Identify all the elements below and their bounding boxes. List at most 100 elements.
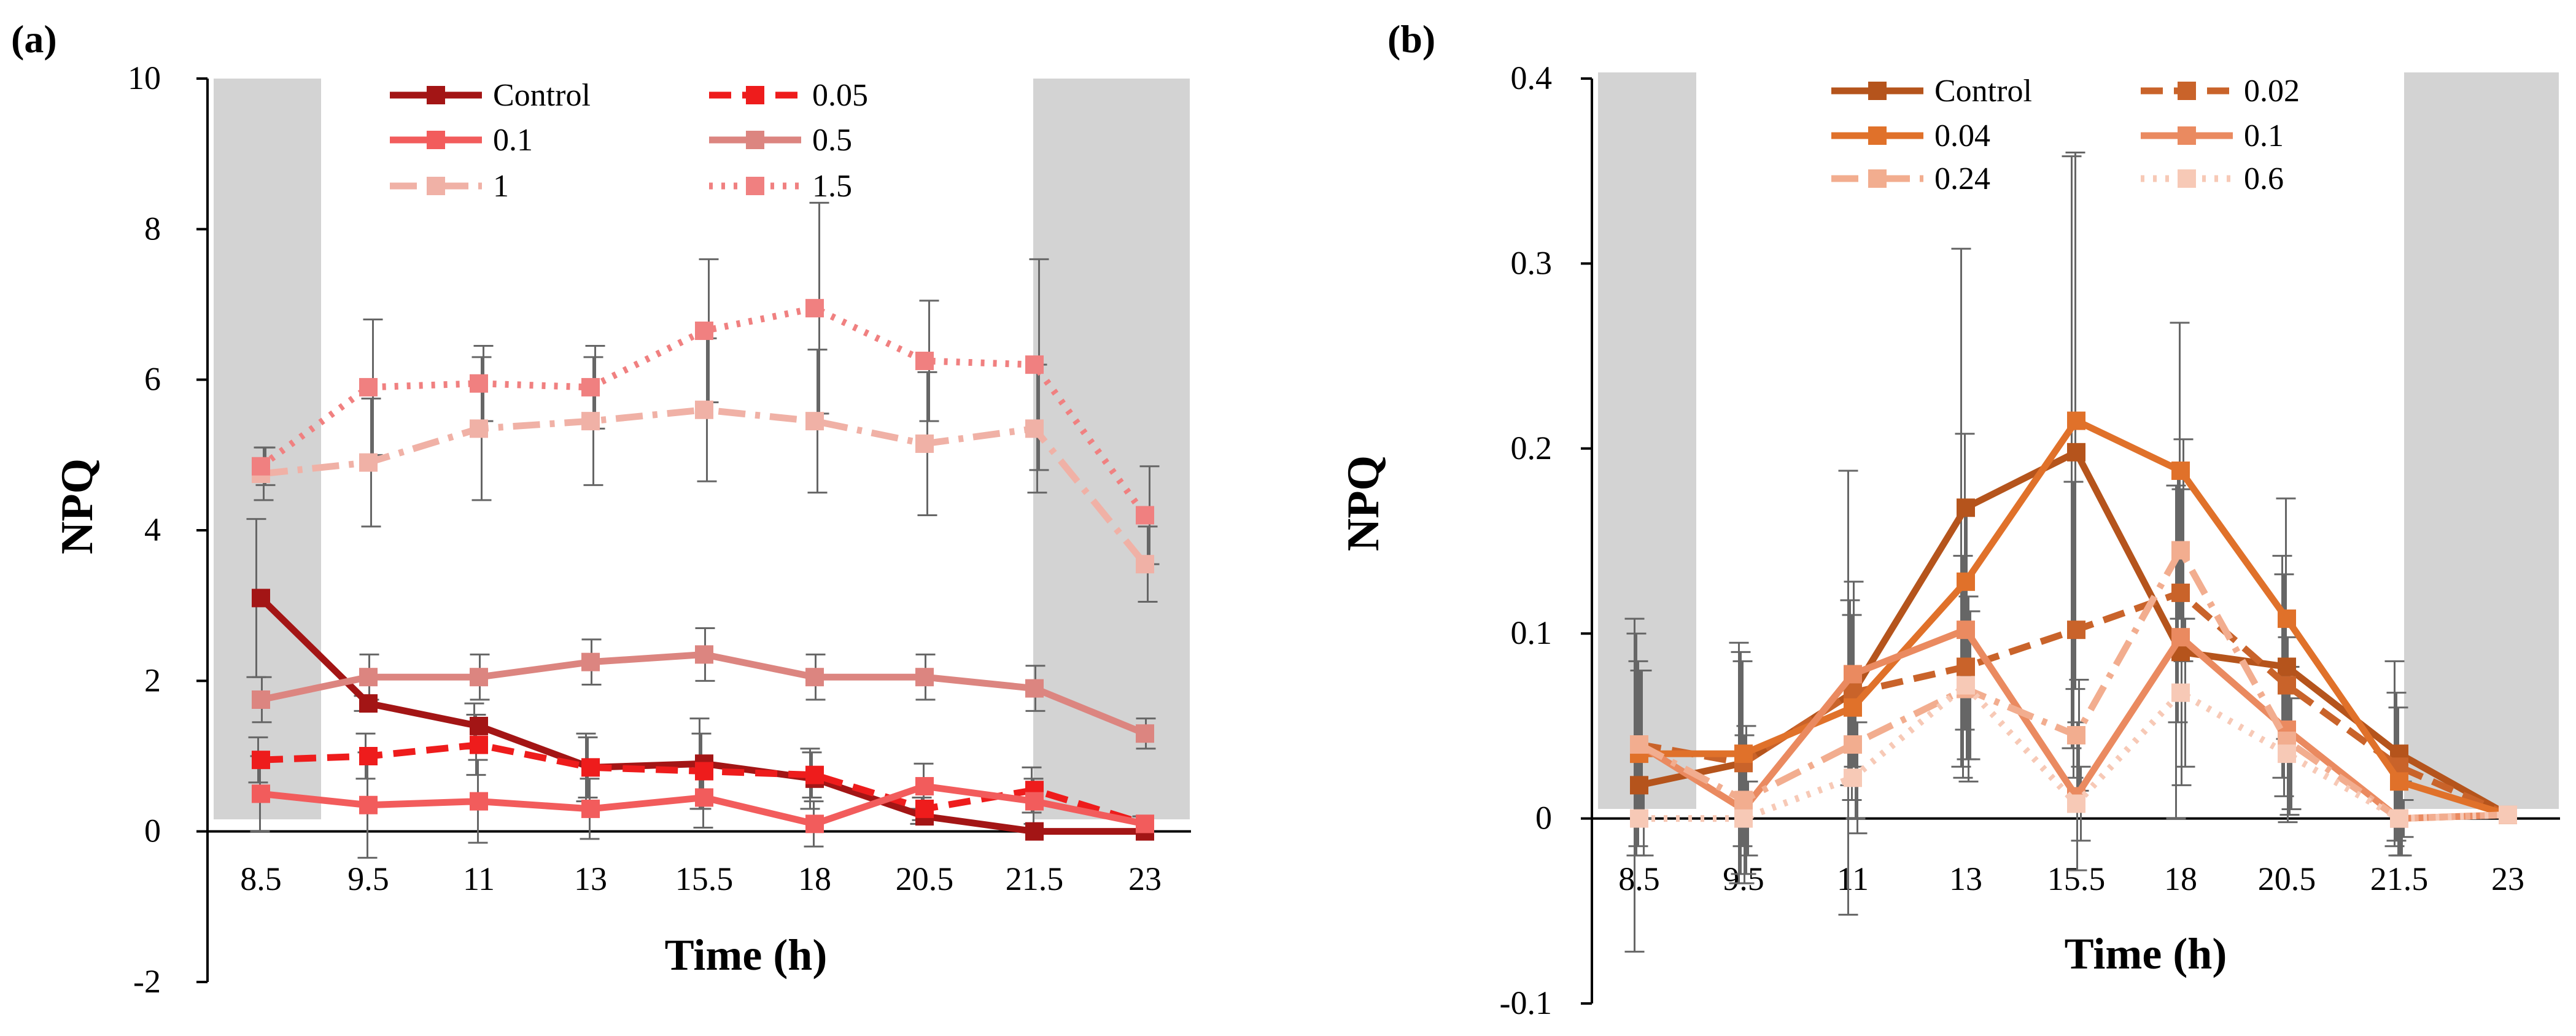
data-point <box>359 377 378 396</box>
data-point <box>1630 809 1648 828</box>
data-point <box>1025 792 1044 811</box>
legend-marker <box>1868 126 1887 145</box>
series-0_1 <box>252 777 1154 833</box>
y-tick-label: 2 <box>144 662 161 698</box>
series-0_5 <box>252 645 1154 743</box>
y-tick-label: -0.1 <box>1500 984 1552 1021</box>
data-point <box>2499 805 2517 824</box>
series-0_6 <box>1630 676 2517 828</box>
x-tick-label: 23 <box>1128 860 1162 897</box>
data-point <box>915 799 934 818</box>
y-tick-label: 0 <box>144 813 161 849</box>
data-point <box>581 412 600 431</box>
legend-item: Control <box>390 78 591 113</box>
data-point <box>470 374 488 393</box>
data-point <box>2067 411 2085 430</box>
y-tick-label: 0.3 <box>1511 244 1553 281</box>
x-tick-label: 20.5 <box>2258 860 2316 897</box>
data-point <box>2067 620 2085 640</box>
data-point <box>581 652 600 671</box>
shaded-region-1 <box>1598 72 1696 809</box>
data-point <box>581 377 600 396</box>
legend-label: 1.5 <box>812 169 852 204</box>
data-point <box>695 788 713 807</box>
y-tick-label: 0.1 <box>1511 614 1553 651</box>
data-point <box>805 765 824 784</box>
y-tick-label: -2 <box>133 963 161 1000</box>
data-point <box>1957 572 1975 591</box>
data-point <box>2171 628 2190 647</box>
legend-label: Control <box>1934 74 2032 109</box>
data-point <box>805 814 824 833</box>
y-axis-title: NPQ <box>1338 455 1389 551</box>
data-point <box>915 668 934 687</box>
x-tick-label: 11 <box>463 860 495 897</box>
legend-item: 0.6 <box>2141 161 2284 196</box>
data-point <box>1844 768 1862 787</box>
shaded-region-2 <box>2404 72 2559 809</box>
legend-label: Control <box>493 78 591 113</box>
data-point <box>1136 555 1154 574</box>
legend-marker <box>746 86 764 104</box>
legend-item: 0.02 <box>2141 74 2300 109</box>
data-point <box>2278 744 2296 763</box>
data-point <box>695 400 713 419</box>
y-tick-label: 4 <box>144 511 161 548</box>
data-point <box>581 799 600 818</box>
data-point <box>1136 724 1154 743</box>
legend-label: 0.04 <box>1934 118 1990 153</box>
legend-label: 0.6 <box>2244 161 2284 196</box>
data-point <box>695 321 713 340</box>
x-tick-label: 8.5 <box>1618 860 1660 897</box>
panel-label: (a) <box>11 17 57 61</box>
data-point <box>915 434 934 453</box>
legend-label: 0.1 <box>2244 118 2284 153</box>
legend-label: 0.02 <box>2244 74 2300 109</box>
data-point <box>695 762 713 781</box>
data-point <box>1025 419 1044 438</box>
x-tick-label: 21.5 <box>2370 860 2429 897</box>
data-point <box>805 412 824 431</box>
data-point <box>1844 735 1862 754</box>
data-point <box>2171 583 2190 602</box>
data-point <box>359 694 378 713</box>
data-point <box>1025 679 1044 698</box>
legend-label: 0.05 <box>812 78 868 113</box>
legend-marker <box>427 177 445 195</box>
data-point <box>1957 620 1975 640</box>
legend-item: 1.5 <box>709 169 852 204</box>
legend-marker <box>2178 126 2196 145</box>
legend-marker <box>2178 169 2196 188</box>
data-point <box>1136 814 1154 833</box>
data-point <box>1630 776 1648 795</box>
legend-item: 0.1 <box>390 123 533 158</box>
y-tick-label: 8 <box>144 210 161 247</box>
legend-marker <box>746 131 764 149</box>
data-point <box>1025 822 1044 841</box>
series-0_04 <box>1630 411 2517 824</box>
data-point <box>805 668 824 687</box>
data-point <box>2067 794 2085 813</box>
x-tick-label: 18 <box>2164 860 2197 897</box>
data-point <box>805 299 824 318</box>
legend-label: 0.5 <box>812 123 852 158</box>
data-point <box>1957 676 1975 695</box>
series-line <box>260 406 1148 566</box>
data-point <box>2171 541 2190 560</box>
legend-marker <box>2178 82 2196 100</box>
y-tick-label: 0 <box>1535 800 1552 837</box>
x-tick-label: 9.5 <box>347 860 389 897</box>
data-point <box>359 795 378 814</box>
legend: Control 0.02 0.04 0.1 0.24 0.6 <box>1831 74 2300 196</box>
data-point <box>915 777 934 796</box>
data-point <box>2171 683 2190 702</box>
data-point <box>695 645 713 664</box>
series-line <box>260 651 1147 737</box>
data-point <box>2067 725 2085 744</box>
data-point <box>2278 657 2296 676</box>
data-point <box>2278 676 2296 695</box>
data-point <box>2067 443 2085 462</box>
legend-item: 0.05 <box>709 78 868 113</box>
y-tick-label: 6 <box>144 361 161 398</box>
